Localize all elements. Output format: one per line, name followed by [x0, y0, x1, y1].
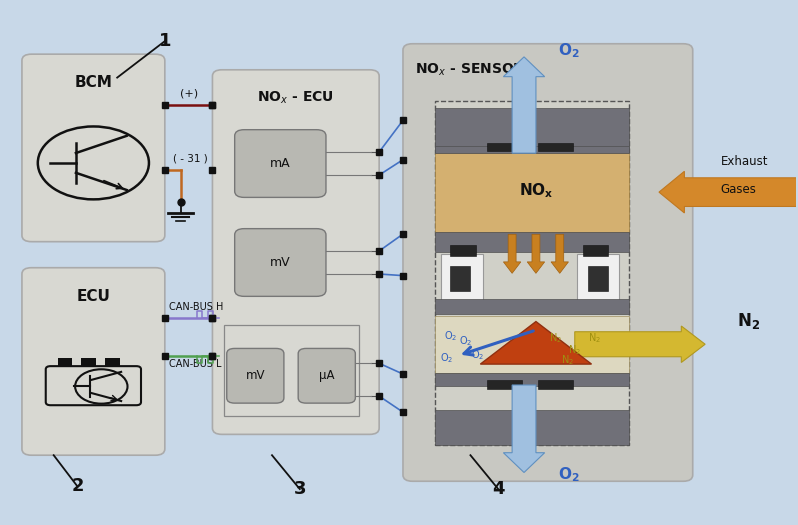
FancyBboxPatch shape: [235, 229, 326, 296]
Bar: [588, 266, 608, 291]
FancyArrow shape: [504, 57, 545, 153]
Bar: [435, 299, 629, 314]
Text: (+): (+): [180, 88, 198, 98]
Text: ( - 31 ): ( - 31 ): [172, 154, 207, 164]
Text: $\mathbf{N_2}$: $\mathbf{N_2}$: [737, 311, 760, 331]
Text: CAN-BUS L: CAN-BUS L: [169, 359, 221, 369]
Bar: [435, 101, 629, 445]
FancyBboxPatch shape: [227, 349, 284, 403]
Text: mV: mV: [246, 369, 265, 382]
FancyBboxPatch shape: [403, 44, 693, 481]
Text: CAN-BUS H: CAN-BUS H: [169, 302, 223, 312]
Polygon shape: [480, 321, 591, 364]
Text: $\mathbf{NO_x}$: $\mathbf{NO_x}$: [519, 181, 553, 200]
Text: N$_2$: N$_2$: [568, 343, 581, 357]
Text: $\mathbf{O_2}$: $\mathbf{O_2}$: [559, 466, 580, 485]
Bar: [435, 153, 629, 232]
Text: 3: 3: [294, 480, 306, 498]
Bar: [488, 143, 522, 151]
FancyBboxPatch shape: [235, 130, 326, 197]
Text: N$_2$: N$_2$: [588, 332, 601, 345]
FancyBboxPatch shape: [22, 54, 165, 242]
Text: µA: µA: [319, 369, 334, 382]
Bar: [538, 380, 573, 389]
Text: O$_2$: O$_2$: [444, 329, 457, 343]
Text: ECU: ECU: [77, 289, 110, 303]
FancyArrow shape: [659, 171, 798, 213]
Text: $\mathbf{O_2}$: $\mathbf{O_2}$: [559, 41, 580, 60]
Text: mV: mV: [270, 256, 290, 269]
Text: 1: 1: [159, 32, 171, 50]
Bar: [81, 358, 96, 366]
Text: N$_2$: N$_2$: [549, 332, 562, 345]
Text: mA: mA: [270, 157, 290, 170]
Text: O$_2$: O$_2$: [440, 352, 453, 365]
Bar: [105, 358, 120, 366]
Bar: [435, 232, 629, 253]
FancyArrow shape: [575, 326, 705, 362]
FancyBboxPatch shape: [298, 349, 355, 403]
FancyArrow shape: [504, 385, 545, 472]
Text: N$_2$: N$_2$: [560, 353, 574, 367]
FancyArrow shape: [527, 234, 545, 274]
Bar: [435, 146, 629, 153]
Bar: [435, 411, 629, 445]
Text: BCM: BCM: [74, 75, 113, 90]
Text: O$_2$: O$_2$: [471, 349, 484, 362]
Text: Gases: Gases: [721, 183, 757, 196]
Bar: [223, 325, 359, 416]
Bar: [450, 245, 476, 256]
FancyArrow shape: [504, 234, 521, 274]
Text: NO$_x$ - SENSOR: NO$_x$ - SENSOR: [415, 62, 525, 78]
Bar: [440, 254, 484, 300]
Text: O$_2$: O$_2$: [459, 334, 472, 348]
Bar: [435, 373, 629, 386]
Text: Exhaust: Exhaust: [721, 155, 768, 169]
FancyArrow shape: [551, 234, 568, 274]
Bar: [57, 358, 72, 366]
FancyBboxPatch shape: [212, 70, 379, 434]
Bar: [583, 245, 608, 256]
Bar: [450, 266, 470, 291]
Bar: [577, 254, 619, 300]
Bar: [435, 316, 629, 373]
FancyBboxPatch shape: [22, 268, 165, 455]
Bar: [435, 108, 629, 149]
Text: NO$_x$ - ECU: NO$_x$ - ECU: [258, 90, 334, 106]
Text: 4: 4: [492, 480, 504, 498]
Text: 2: 2: [71, 477, 84, 496]
Bar: [538, 143, 573, 151]
Bar: [488, 380, 522, 389]
